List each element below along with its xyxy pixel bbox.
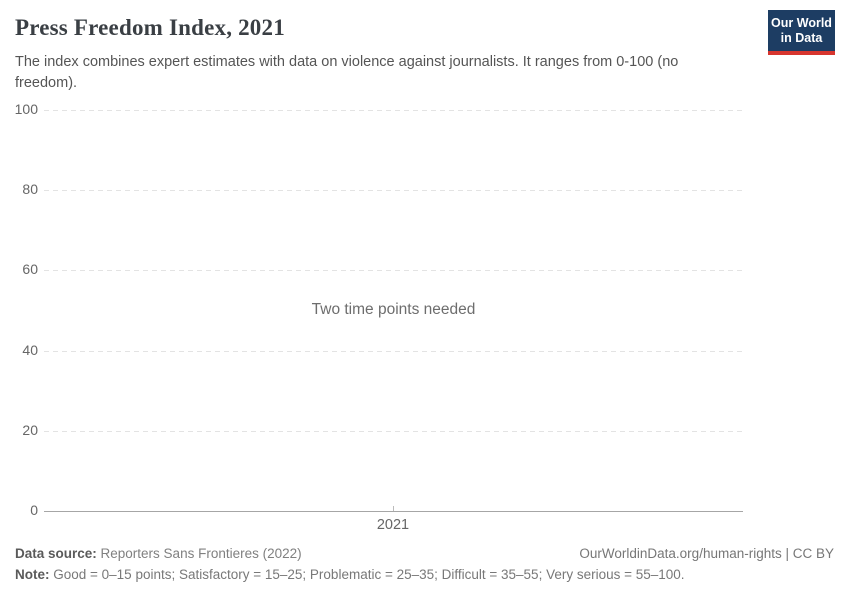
note-label: Note: [15,567,50,582]
y-tick-label: 100 [14,101,38,117]
x-axis-line [44,511,743,512]
chart-subtitle: The index combines expert estimates with… [15,54,679,92]
x-tick-label: 2021 [376,517,410,533]
note-value: Good = 0–15 points; Satisfactory = 15–25… [49,567,685,582]
y-tick-label: 80 [22,181,38,197]
footer-note-row: Note: Good = 0–15 points; Satisfactory =… [15,567,834,582]
owid-logo-stripe [768,51,835,55]
gridline [44,351,743,352]
x-axis-tick [393,506,394,511]
y-tick-label: 0 [30,502,38,518]
gridline [44,270,743,271]
gridline [44,110,743,111]
owid-cc-link[interactable]: OurWorldinData.org/human-rights | CC BY [579,546,834,561]
gridline [44,190,743,191]
gridline [44,431,743,432]
datasource-value: Reporters Sans Frontieres (2022) [96,546,302,561]
owid-logo-text: Our World in Data [768,10,835,51]
y-tick-label: 20 [22,422,38,438]
datasource-text: Data source: Reporters Sans Frontieres (… [15,546,302,561]
y-tick-label: 40 [22,342,38,358]
y-tick-label: 60 [22,261,38,277]
datasource-label: Data source: [15,546,97,561]
owid-logo[interactable]: Our World in Data [768,10,835,55]
empty-chart-message: Two time points needed [311,301,476,318]
footer-datasource-row: Data source: Reporters Sans Frontieres (… [15,546,834,561]
page-title: Press Freedom Index, 2021 [15,15,285,40]
